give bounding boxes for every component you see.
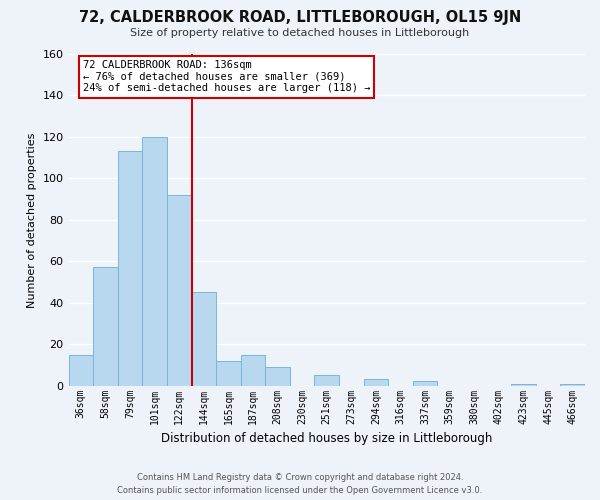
- Bar: [167, 195, 191, 386]
- X-axis label: Distribution of detached houses by size in Littleborough: Distribution of detached houses by size …: [161, 432, 493, 445]
- Bar: [511, 384, 536, 386]
- Bar: [560, 384, 585, 386]
- Bar: [142, 137, 167, 386]
- Y-axis label: Number of detached properties: Number of detached properties: [27, 132, 37, 308]
- Bar: [68, 354, 93, 386]
- Bar: [216, 361, 241, 386]
- Bar: [118, 152, 142, 386]
- Bar: [413, 382, 437, 386]
- Text: Contains HM Land Registry data © Crown copyright and database right 2024.
Contai: Contains HM Land Registry data © Crown c…: [118, 473, 482, 495]
- Bar: [241, 354, 265, 386]
- Bar: [93, 268, 118, 386]
- Bar: [191, 292, 216, 386]
- Text: 72, CALDERBROOK ROAD, LITTLEBOROUGH, OL15 9JN: 72, CALDERBROOK ROAD, LITTLEBOROUGH, OL1…: [79, 10, 521, 25]
- Bar: [314, 376, 339, 386]
- Bar: [265, 367, 290, 386]
- Bar: [364, 380, 388, 386]
- Text: 72 CALDERBROOK ROAD: 136sqm
← 76% of detached houses are smaller (369)
24% of se: 72 CALDERBROOK ROAD: 136sqm ← 76% of det…: [83, 60, 370, 94]
- Text: Size of property relative to detached houses in Littleborough: Size of property relative to detached ho…: [130, 28, 470, 38]
